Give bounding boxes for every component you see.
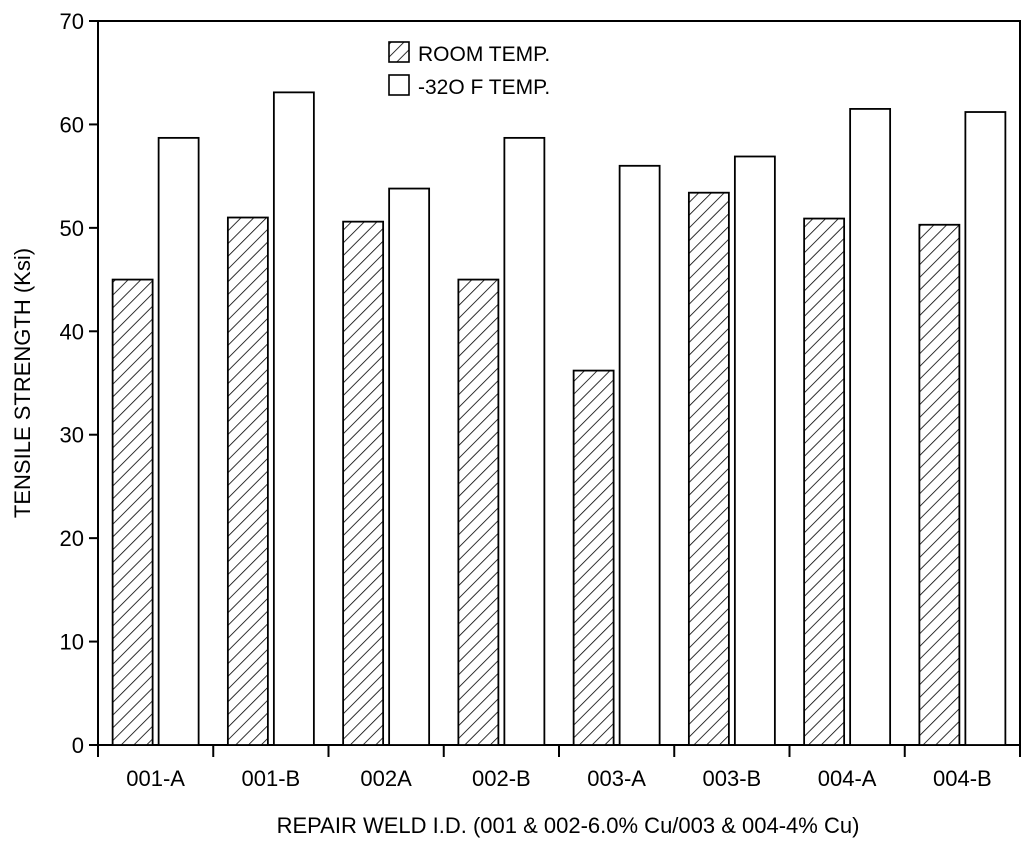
bar-room-temp-002-b [457,278,500,746]
x-tick-label: 001-A [126,766,185,791]
y-tick-label: 40 [60,319,84,344]
legend: ROOM TEMP. -32O F TEMP. [388,41,550,99]
x-tick-label: 004-A [818,766,877,791]
y-tick-label: 30 [60,423,84,448]
x-axis: 001-A 001-B 002A 002-B 003-A 003-B 004-A 004-B [97,745,1021,791]
x-tick-label: 002A [360,766,412,791]
legend-label-minus-320f-temp: -32O F TEMP. [418,76,550,99]
bar-minus-320f-temp-002a [388,187,431,746]
y-tick-label: 70 [60,9,84,34]
bar-room-temp-001-b [226,216,269,746]
bar-minus-320f-temp-003-b [733,155,776,746]
legend-swatch-minus-320f-temp [388,74,410,96]
bar-minus-320f-temp-002-b [503,136,546,746]
bar-minus-320f-temp-001-a [157,136,200,746]
bar-room-temp-004-b [918,223,961,746]
legend-swatch-room-temp [388,41,410,63]
x-tick-label: 003-B [703,766,762,791]
bar-room-temp-001-a [111,278,154,746]
bar-minus-320f-temp-004-a [849,108,892,746]
x-tick-label: 002-B [472,766,531,791]
x-tick-label: 004-B [933,766,992,791]
bars [111,91,1007,746]
legend-label-room-temp: ROOM TEMP. [418,43,550,66]
bar-minus-320f-temp-001-b [272,91,315,746]
y-axis-title: TENSILE STRENGTH (Ksi) [10,248,35,518]
bar-minus-320f-temp-004-b [964,111,1007,746]
bar-minus-320f-temp-003-a [618,164,661,746]
y-tick-label: 60 [60,112,84,137]
y-tick-label: 0 [72,733,84,758]
bar-room-temp-003-a [572,369,615,746]
y-tick-label: 20 [60,526,84,551]
x-tick-label: 003-A [587,766,646,791]
x-tick-label: 001-B [242,766,301,791]
bar-room-temp-002a [342,220,385,746]
y-tick-label: 10 [60,630,84,655]
y-tick-label: 50 [60,216,84,241]
x-axis-title: REPAIR WELD I.D. (001 & 002-6.0% Cu/003 … [277,813,860,838]
bar-room-temp-004-a [803,217,846,746]
y-axis: 0 10 20 30 40 50 60 70 [60,9,98,758]
bar-room-temp-003-b [687,191,730,746]
